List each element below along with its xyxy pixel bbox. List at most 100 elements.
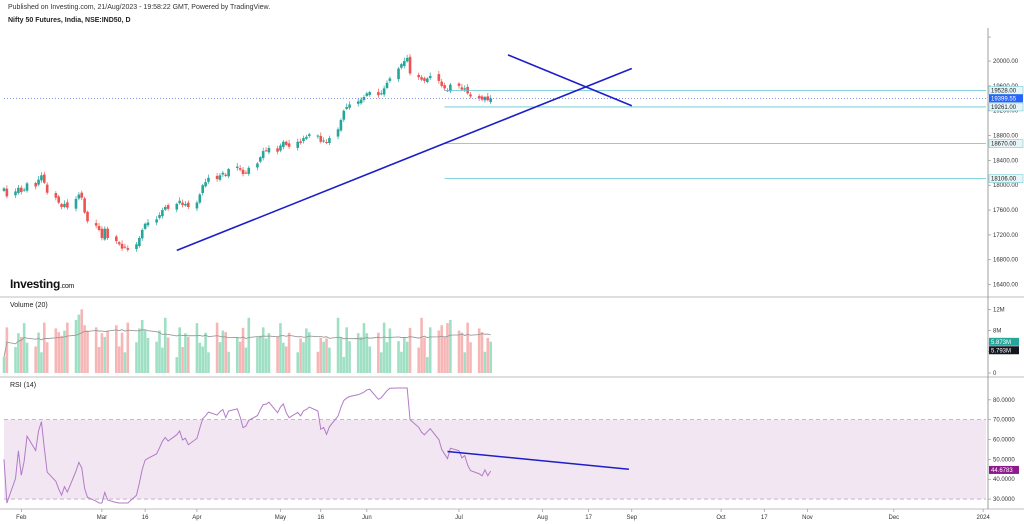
candle-body (158, 215, 161, 218)
level-badge-label: 19261.00 (991, 105, 1017, 111)
candle-body (388, 78, 392, 81)
candle-body (477, 96, 481, 99)
volume-bar (388, 328, 392, 373)
candle-body (428, 75, 432, 79)
candle-body (299, 141, 302, 144)
rsi-line (3, 387, 492, 504)
candle-body (40, 175, 43, 181)
volume-bar (40, 352, 43, 373)
volume-bar (382, 322, 386, 373)
volume-bar (198, 342, 202, 373)
volume-bar (5, 327, 9, 373)
candle-body (224, 174, 228, 176)
candle-body (60, 204, 63, 207)
candle-body (241, 169, 245, 175)
candle-body (138, 238, 141, 247)
x-tick-label: Jul (455, 515, 463, 521)
volume-bar (80, 309, 84, 373)
volume-bar (204, 332, 207, 373)
candle-body (402, 61, 406, 67)
volume-bar (362, 323, 366, 373)
volume-bar (469, 342, 472, 373)
candle-body (235, 166, 239, 168)
volume-bar (342, 357, 346, 373)
rsi-band (4, 419, 986, 500)
rsi-tick-label: 40.0000 (993, 477, 1015, 483)
volume-bar (161, 347, 164, 373)
x-tick-label: 16 (317, 515, 324, 521)
volume-bar (284, 346, 288, 373)
candle-body (328, 138, 331, 144)
level-badge (988, 174, 1024, 183)
candle-body (356, 101, 360, 104)
volume-bar (143, 330, 147, 373)
volume-bar (417, 347, 420, 373)
volume-bar (264, 338, 268, 373)
investing-logo: Investing.com (10, 277, 74, 291)
last-price-badge (989, 94, 1023, 103)
candle-body (207, 177, 210, 182)
price-tick-label: 19200.00 (993, 109, 1019, 115)
x-tick-label: 17 (761, 515, 768, 521)
candle-body (368, 92, 372, 95)
candle-body (420, 77, 423, 80)
candle-body (417, 74, 420, 78)
candle-body (115, 236, 118, 242)
volume-bar (463, 352, 467, 373)
volume-bar (97, 346, 101, 373)
candle-body (296, 141, 300, 148)
candle-body (66, 202, 69, 208)
volume-tick-label: 8M (993, 329, 1001, 335)
volume-bar (480, 332, 484, 373)
candle-body (17, 187, 20, 193)
volume-bar (155, 341, 158, 373)
candle-body (215, 175, 219, 180)
candle-body (227, 169, 230, 177)
candle-body (163, 206, 167, 210)
volume-bar (103, 336, 107, 373)
candle-body (221, 172, 225, 175)
candle-body (408, 56, 412, 74)
volume-bar (287, 332, 291, 373)
candle-body (140, 229, 144, 239)
candle-body (161, 210, 164, 217)
candle-body (287, 143, 291, 147)
volume-bar (135, 342, 138, 373)
volume-bar (235, 337, 239, 373)
volume-bar (244, 347, 248, 373)
rsi-panel-title: RSI (14) (10, 382, 37, 389)
volume-bar (241, 327, 245, 373)
candle-body (264, 150, 268, 152)
volume-bar (477, 328, 481, 373)
volume-bar (279, 323, 282, 373)
volume-bar (420, 317, 423, 373)
volume-bar (443, 336, 446, 373)
volume-bar (489, 341, 492, 373)
volume-bar (166, 337, 170, 373)
price-tick-label: 17200.00 (993, 233, 1019, 239)
volume-bar (54, 328, 58, 373)
candle-body (19, 187, 23, 193)
candle-body (135, 244, 138, 250)
volume-bar (140, 319, 144, 373)
volume-bar (282, 342, 285, 373)
volume-bar (428, 327, 432, 373)
volume-bar (336, 317, 340, 373)
volume-bar (267, 333, 271, 373)
candle-body (175, 203, 179, 210)
candle-body (187, 202, 190, 207)
volume-bar (359, 336, 363, 373)
volume-bar (483, 351, 487, 373)
volume-bar (256, 337, 259, 373)
volume-bar (43, 322, 46, 373)
volume-bar (106, 330, 109, 373)
volume-bar (60, 335, 63, 373)
rsi-trendline (447, 450, 629, 471)
volume-bar (397, 341, 400, 373)
volume-bar (408, 327, 412, 373)
candle-body (443, 85, 446, 89)
volume-tick-label: 12M (993, 307, 1005, 313)
volume-bar (215, 322, 219, 373)
candle-body (405, 57, 409, 62)
